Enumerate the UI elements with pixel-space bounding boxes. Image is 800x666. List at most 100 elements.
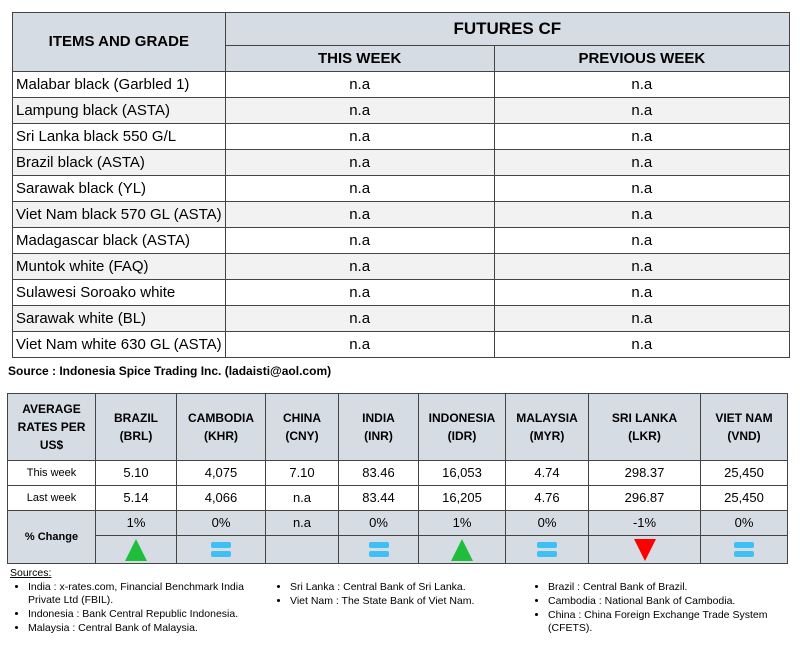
this-week-value: n.a <box>224 201 495 228</box>
trend-cell <box>418 535 506 564</box>
rate-value: 5.10 <box>95 460 177 486</box>
trend-cell <box>265 535 339 564</box>
table-row: Sulawesi Soroako white n.a n.a <box>12 279 791 306</box>
trend-cell <box>95 535 177 564</box>
this-week-row: This week 5.10 4,075 7.10 83.46 16,053 4.74 298… <box>7 460 788 486</box>
change-value: 0% <box>338 510 419 536</box>
header-previous-week: PREVIOUS WEEK <box>493 45 791 72</box>
source-item: China : China Foreign Exchange Trade Sys… <box>548 609 790 635</box>
currency-code: (VND) <box>727 429 761 443</box>
this-week-value: n.a <box>224 279 495 306</box>
currency-code: (INR) <box>364 429 393 443</box>
table-row: Sarawak white (BL) n.a n.a <box>12 305 791 332</box>
rate-value: 4,075 <box>176 460 266 486</box>
currency-code: (IDR) <box>447 429 477 443</box>
rate-value: 4.74 <box>505 460 589 486</box>
sources-section: Sources: India : x-rates.com, Financial … <box>10 567 790 636</box>
table-row: Malabar black (Garbled 1) n.a n.a <box>12 71 791 98</box>
previous-week-value: n.a <box>493 253 791 280</box>
table-row: Viet Nam white 630 GL (ASTA) n.a n.a <box>12 331 791 358</box>
rates-corner-label: AVERAGE RATES PER US$ <box>7 393 96 461</box>
equal-icon <box>537 542 557 557</box>
equal-icon <box>368 542 389 557</box>
change-value: 0% <box>176 510 266 536</box>
change-value: n.a <box>265 510 339 536</box>
previous-week-value: n.a <box>493 175 791 202</box>
currency-code: (KHR) <box>204 429 238 443</box>
item-grade: Madagascar black (ASTA) <box>12 227 226 254</box>
item-grade: Muntok white (FAQ) <box>12 253 226 280</box>
currency-header: INDIA (INR) <box>338 393 419 461</box>
change-value: 1% <box>95 510 177 536</box>
country-name: CHINA <box>283 411 321 425</box>
source-item: Indonesia : Bank Central Republic Indone… <box>28 608 272 621</box>
source-item: Cambodia : National Bank of Cambodia. <box>548 595 790 608</box>
rate-value: 4.76 <box>505 485 589 511</box>
sources-title: Sources: <box>10 567 52 579</box>
this-week-value: n.a <box>224 71 495 98</box>
rate-value: 16,053 <box>418 460 506 486</box>
previous-week-value: n.a <box>493 71 791 98</box>
this-week-value: n.a <box>224 331 495 358</box>
table-row: Viet Nam black 570 GL (ASTA) n.a n.a <box>12 201 791 228</box>
table-row: Sri Lanka black 550 G/L n.a n.a <box>12 123 791 150</box>
source-note: Source : Indonesia Spice Trading Inc. (l… <box>8 364 332 378</box>
rate-value: 4,066 <box>176 485 266 511</box>
rate-value: n.a <box>265 485 339 511</box>
item-grade: Viet Nam black 570 GL (ASTA) <box>12 201 226 228</box>
currency-header: INDONESIA (IDR) <box>418 393 506 461</box>
table-row: Brazil black (ASTA) n.a n.a <box>12 149 791 176</box>
trend-cell <box>588 535 701 564</box>
change-value: 1% <box>418 510 506 536</box>
row-label: Last week <box>7 485 96 511</box>
trend-cell <box>338 535 419 564</box>
previous-week-value: n.a <box>493 305 791 332</box>
rate-value: 25,450 <box>700 485 788 511</box>
item-grade: Viet Nam white 630 GL (ASTA) <box>12 331 226 358</box>
currency-code: (BRL) <box>119 429 153 443</box>
header-items: ITEMS AND GRADE <box>12 12 226 72</box>
item-grade: Brazil black (ASTA) <box>12 149 226 176</box>
rate-value: 296.87 <box>588 485 701 511</box>
table-row: Lampung black (ASTA) n.a n.a <box>12 97 791 124</box>
currency-header: SRI LANKA (LKR) <box>588 393 701 461</box>
table-row: Madagascar black (ASTA) n.a n.a <box>12 227 791 254</box>
table-row: Sarawak black (YL) n.a n.a <box>12 175 791 202</box>
down-arrow-icon <box>633 538 656 561</box>
currency-header: MALAYSIA (MYR) <box>505 393 589 461</box>
country-name: MALAYSIA <box>516 411 578 425</box>
trend-cell <box>505 535 589 564</box>
source-item: Viet Nam : The State Bank of Viet Nam. <box>290 595 530 608</box>
trend-cell <box>700 535 788 564</box>
previous-week-value: n.a <box>493 227 791 254</box>
this-week-value: n.a <box>224 253 495 280</box>
country-name: BRAZIL <box>114 411 158 425</box>
currency-header: VIET NAM (VND) <box>700 393 788 461</box>
rate-value: 7.10 <box>265 460 339 486</box>
equal-icon <box>211 542 231 557</box>
previous-week-value: n.a <box>493 279 791 306</box>
last-week-row: Last week 5.14 4,066 n.a 83.44 16,205 4.76 296.… <box>7 485 788 511</box>
source-item: Brazil : Central Bank of Brazil. <box>548 581 790 594</box>
rates-header-row: AVERAGE RATES PER US$ BRAZIL (BRL) CAMBODIA… <box>7 393 788 461</box>
source-item: Malaysia : Central Bank of Malaysia. <box>28 622 272 635</box>
country-name: SRI LANKA <box>611 411 678 425</box>
change-value: 0% <box>700 510 788 536</box>
previous-week-value: n.a <box>493 97 791 124</box>
country-name: INDONESIA <box>428 411 496 425</box>
equal-icon <box>734 542 754 557</box>
futures-table: ITEMS AND GRADE FUTURES CF THIS WEEK PRE… <box>12 12 791 358</box>
trend-row <box>8 535 788 564</box>
rate-value: 5.14 <box>95 485 177 511</box>
this-week-value: n.a <box>224 123 495 150</box>
this-week-value: n.a <box>224 227 495 254</box>
sources-column: India : x-rates.com, Financial Benchmark… <box>10 581 272 635</box>
change-label: % Change <box>7 510 96 564</box>
row-label: This week <box>7 460 96 486</box>
rates-table: AVERAGE RATES PER US$ BRAZIL (BRL) CAMBODIA… <box>7 393 788 564</box>
country-name: VIET NAM <box>715 411 773 425</box>
currency-header: CAMBODIA (KHR) <box>176 393 266 461</box>
header-this-week: THIS WEEK <box>224 45 495 72</box>
source-item: India : x-rates.com, Financial Benchmark… <box>28 581 272 607</box>
change-row: % Change 1% 0% n.a 0% 1% 0% -1% 0% <box>7 510 788 564</box>
